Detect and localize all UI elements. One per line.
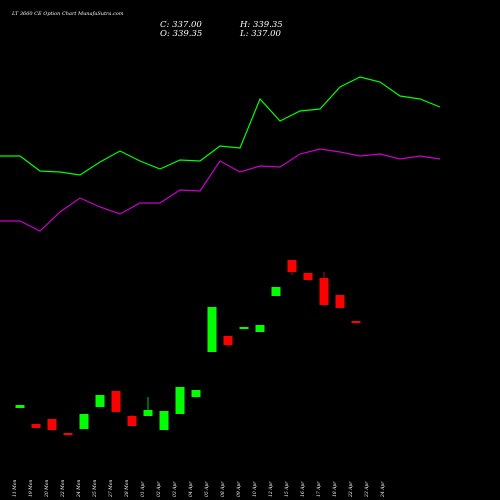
x-tick-label: 01 Apr (140, 481, 146, 497)
x-tick-label: 02 Apr (156, 481, 162, 497)
open-price-label: O: 339.35 (160, 29, 202, 39)
low-price-label: L: 337.00 (239, 29, 282, 39)
x-tick-label: 08 Apr (220, 481, 226, 497)
candle (207, 307, 217, 352)
x-tick-label: 17 Apr (316, 481, 322, 497)
close-price-label: C: 337.00 (160, 20, 202, 30)
x-tick-label: 12 Apr (268, 481, 274, 497)
candle (63, 433, 73, 435)
candle (303, 273, 313, 280)
candle-body (271, 287, 281, 296)
x-tick-label: 19 Mon (28, 480, 34, 497)
candle (287, 260, 297, 275)
x-tick-label: 20 Mon (44, 480, 50, 498)
candle-body (319, 278, 329, 305)
indicator-lines (0, 76, 441, 232)
candle-body (191, 390, 201, 397)
candle-body (351, 321, 361, 323)
candle (191, 390, 201, 397)
candle (79, 414, 89, 429)
x-tick-label: 24 Apr (380, 481, 386, 498)
x-tick-label: 11 Mon (12, 480, 18, 497)
candle-body (175, 387, 185, 414)
candle-body (287, 260, 297, 272)
candle-body (303, 273, 313, 280)
indicator-line-2 (0, 148, 441, 232)
x-tick-label: 16 Apr (300, 481, 306, 497)
candle-body (15, 405, 25, 408)
x-tick-label: 05 Apr (204, 481, 210, 497)
candle-body (143, 410, 153, 416)
indicator-line-1 (0, 76, 441, 176)
x-tick-label: 22 Mon (60, 480, 66, 498)
candle (271, 287, 281, 296)
candle (111, 391, 121, 412)
x-tick-label: 22 Apr (348, 481, 354, 498)
candle (175, 387, 185, 414)
candle (31, 424, 41, 428)
chart-title: LT 3660 CE Option Chart MunafaSutra.com (11, 11, 124, 17)
candle-body (47, 419, 57, 430)
candle (239, 327, 249, 329)
candle (255, 325, 265, 332)
candle-body (223, 336, 233, 345)
x-axis-ticks: 11 Mon 19 Mon 20 Mon 22 Mon 24 Mon 25 Mon 27 M… (12, 480, 386, 498)
x-tick-label: 04 Apr (188, 481, 194, 497)
candle-body (335, 295, 345, 308)
candle (47, 419, 57, 430)
high-price-label: H: 339.35 (239, 20, 283, 30)
candle-body (239, 327, 249, 329)
x-tick-label: 03 Apr (172, 481, 178, 497)
x-tick-label: 15 Apr (284, 481, 290, 497)
x-tick-label: 24 Mon (76, 480, 82, 498)
x-tick-label: 28 Mon (124, 480, 130, 498)
candle (15, 405, 25, 408)
candle (319, 272, 329, 305)
x-tick-label: 25 Mon (92, 480, 98, 498)
x-tick-label: 09 Apr (236, 481, 242, 497)
candle (351, 321, 361, 323)
candle-body (111, 391, 121, 412)
candle-body (79, 414, 89, 429)
x-tick-label: 10 Apr (252, 481, 258, 497)
x-tick-label: 23 Apr (364, 481, 370, 498)
candle-body (63, 433, 73, 435)
candle (223, 336, 233, 347)
candle-body (159, 411, 169, 430)
candle-body (207, 307, 217, 352)
candle (335, 295, 345, 308)
candle (127, 415, 137, 426)
x-tick-label: 27 Mon (108, 480, 114, 498)
candle (143, 397, 153, 416)
candle-body (95, 395, 105, 407)
candle-body (31, 424, 41, 428)
candle (95, 395, 105, 407)
candle-body (127, 416, 137, 426)
candle (159, 411, 169, 430)
candles (15, 260, 361, 435)
candle-body (255, 325, 265, 332)
x-tick-label: 18 Apr (332, 481, 338, 497)
